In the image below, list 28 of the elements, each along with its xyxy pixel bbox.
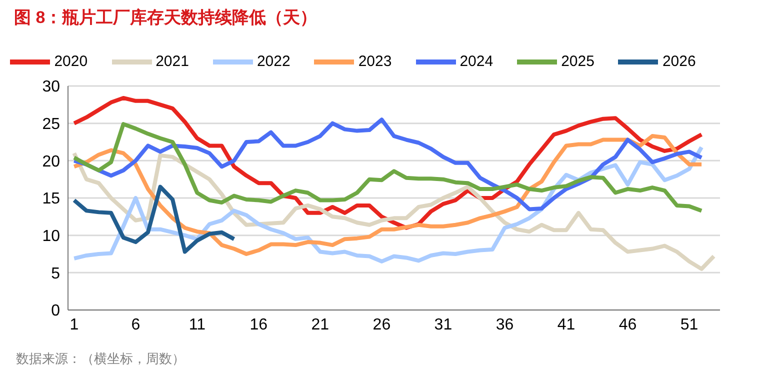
x-tick-label: 41 xyxy=(557,316,576,334)
legend-label: 2026 xyxy=(662,52,696,70)
x-tick-label: 36 xyxy=(496,316,514,334)
y-tick-label: 30 xyxy=(42,78,60,96)
x-tick-label: 31 xyxy=(434,316,452,334)
legend-label: 2023 xyxy=(358,52,392,70)
x-tick-label: 21 xyxy=(311,316,330,334)
x-tick-label: 51 xyxy=(680,316,698,334)
y-tick-label: 0 xyxy=(51,302,60,320)
y-tick-label: 5 xyxy=(51,265,60,282)
source-note: 数据来源：（横坐标，周数） xyxy=(16,350,185,368)
legend-label: 2025 xyxy=(561,52,594,70)
x-tick-label: 6 xyxy=(131,316,140,334)
x-tick-label: 11 xyxy=(188,316,206,334)
legend-label: 2024 xyxy=(460,52,494,70)
y-tick-label: 25 xyxy=(42,116,60,134)
chart-title: 图 8：瓶片工厂库存天数持续降低（天） xyxy=(14,7,318,29)
legend-label: 2022 xyxy=(256,52,290,70)
line-series xyxy=(72,184,236,254)
x-tick-label: 16 xyxy=(250,316,268,334)
x-tick-label: 1 xyxy=(70,316,79,334)
y-tick-label: 15 xyxy=(42,190,60,208)
y-tick-label: 10 xyxy=(42,228,60,246)
y-tick-label: 20 xyxy=(42,153,60,170)
legend-label: 2021 xyxy=(156,52,189,70)
x-tick-label: 46 xyxy=(618,316,637,334)
legend-label: 2020 xyxy=(54,52,88,70)
x-tick-label: 26 xyxy=(372,316,391,334)
